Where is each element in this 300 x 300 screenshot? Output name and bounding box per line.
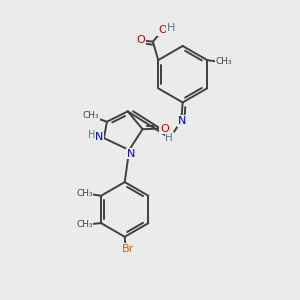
Text: N: N — [94, 132, 103, 142]
Text: H: H — [165, 133, 173, 142]
Text: Br: Br — [122, 244, 134, 254]
Text: CH₃: CH₃ — [76, 189, 93, 198]
Text: O: O — [160, 124, 169, 134]
Text: H: H — [167, 23, 176, 33]
Text: O: O — [158, 26, 167, 35]
Text: O: O — [136, 35, 145, 45]
Text: N: N — [178, 116, 186, 126]
Text: CH₃: CH₃ — [215, 57, 232, 66]
Text: H: H — [88, 130, 95, 140]
Text: CH₃: CH₃ — [82, 111, 99, 120]
Text: CH₃: CH₃ — [76, 220, 93, 229]
Text: N: N — [127, 148, 135, 159]
